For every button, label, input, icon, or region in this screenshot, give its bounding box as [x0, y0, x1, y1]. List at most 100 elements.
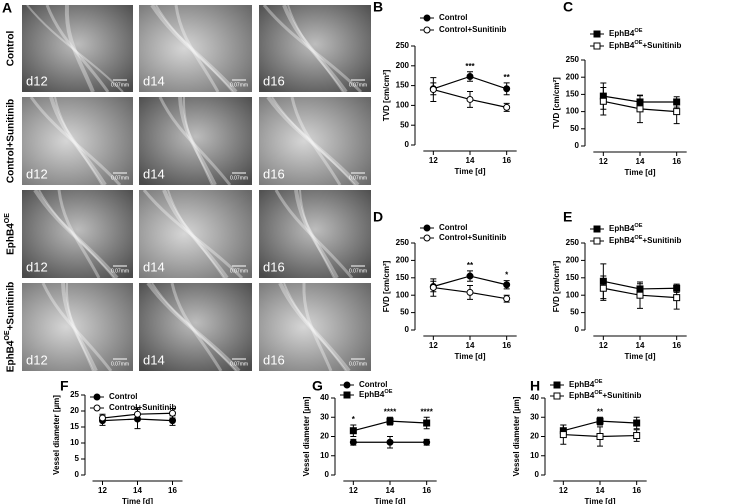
y-tick-label: 15 — [70, 422, 79, 431]
marker — [503, 281, 511, 289]
vessel — [49, 96, 107, 187]
y-tick-label: 20 — [320, 432, 329, 441]
x-tick-label: 14 — [636, 341, 645, 350]
y-tick-label: 0 — [75, 470, 80, 479]
marker — [673, 294, 681, 302]
day-label: d14 — [143, 352, 165, 367]
significance: ** — [597, 407, 604, 416]
scale-bar-label: 0.07mm — [111, 82, 129, 88]
y-tick-label: 0 — [575, 141, 580, 150]
legend-label: Control+Sunitinib — [439, 25, 506, 34]
y-axis-label: FVD [cm/cm²] — [382, 260, 391, 312]
x-tick-label: 16 — [502, 341, 511, 350]
x-axis-label: Time [d] — [585, 497, 616, 504]
y-tick-label: 200 — [566, 72, 580, 81]
legend-label: Control — [439, 13, 467, 22]
y-tick-label: 25 — [70, 390, 79, 399]
vessel — [29, 96, 122, 187]
marker — [596, 417, 604, 425]
legend-label: Control+Sunitinib — [109, 403, 176, 412]
day-label: d16 — [263, 259, 285, 274]
x-tick-label: 14 — [596, 486, 605, 495]
scale-bar-label: 0.07mm — [111, 361, 129, 367]
y-tick-label: 100 — [566, 290, 580, 299]
legend-marker — [423, 14, 431, 22]
microscopy-image — [22, 97, 133, 185]
x-tick-label: 12 — [429, 156, 438, 165]
x-tick-label: 12 — [599, 341, 608, 350]
significance: *** — [465, 62, 475, 71]
microscopy-image — [22, 5, 133, 92]
legend-label: EphB4OE — [609, 28, 643, 38]
legend-label: EphB4OE+Sunitinib — [609, 40, 681, 50]
y-tick-label: 5 — [75, 454, 80, 463]
vessel — [302, 282, 333, 372]
y-tick-label: 0 — [405, 140, 410, 149]
legend-label: Control — [359, 380, 387, 389]
y-tick-label: 150 — [566, 90, 580, 99]
x-tick-label: 16 — [672, 157, 681, 166]
vessel — [167, 189, 225, 279]
marker — [633, 419, 641, 427]
legend-marker — [93, 393, 101, 401]
significance: **** — [384, 407, 397, 416]
row-label: Control+Sunitinib — [6, 99, 17, 183]
microscopy-image — [259, 5, 371, 92]
x-axis-label: Time [d] — [455, 352, 486, 361]
vessel — [182, 96, 213, 186]
vessel — [142, 189, 244, 280]
y-tick-label: 200 — [566, 256, 580, 265]
y-tick-label: 10 — [530, 451, 539, 460]
vessel — [278, 282, 351, 373]
vessel — [150, 3, 238, 94]
vessel — [155, 4, 234, 93]
panel-letter: F — [60, 378, 69, 394]
y-tick-label: 100 — [566, 107, 580, 116]
vessel — [45, 4, 110, 93]
legend-marker — [553, 392, 561, 400]
significance: * — [505, 271, 509, 280]
y-tick-label: 200 — [396, 256, 410, 265]
legend-marker — [593, 30, 601, 38]
vessel — [290, 96, 342, 186]
x-tick-label: 16 — [502, 156, 511, 165]
y-tick-label: 0 — [405, 325, 410, 334]
y-tick-label: 20 — [70, 406, 79, 415]
marker — [596, 433, 604, 440]
day-label: d12 — [26, 73, 48, 88]
y-tick-label: 20 — [530, 432, 539, 441]
marker — [466, 288, 474, 296]
microscopy-image — [259, 283, 371, 371]
vessel — [38, 189, 115, 279]
y-tick-label: 50 — [570, 308, 579, 317]
vessel — [283, 282, 347, 372]
legend-label: EphB4OE+Sunitinib — [609, 235, 681, 245]
marker — [599, 284, 607, 292]
significance: ** — [467, 261, 474, 270]
panel-letter: H — [530, 378, 540, 394]
x-axis-label: Time [d] — [375, 497, 406, 504]
legend-label: Control+Sunitinib — [439, 233, 506, 242]
marker — [423, 438, 431, 446]
x-axis-label: Time [d] — [625, 168, 656, 177]
microscopy-image — [139, 190, 252, 278]
y-tick-label: 10 — [320, 451, 329, 460]
vessel — [64, 4, 95, 93]
marker — [349, 438, 357, 446]
vessel — [262, 4, 363, 94]
marker — [169, 409, 176, 417]
day-label: d12 — [26, 166, 48, 181]
marker — [466, 72, 474, 80]
day-label: d14 — [143, 259, 165, 274]
vessel — [294, 189, 339, 279]
y-axis-label: Vessel diameter [µm] — [302, 396, 311, 476]
vessel — [54, 96, 103, 186]
y-tick-label: 0 — [325, 470, 330, 479]
legend-label: EphB4OE+Sunitinib — [569, 390, 641, 400]
marker — [423, 419, 431, 427]
y-tick-label: 100 — [396, 101, 410, 110]
y-tick-label: 10 — [70, 438, 79, 447]
y-tick-label: 250 — [566, 55, 580, 64]
y-axis-label: Vessel diameter [µm] — [52, 395, 61, 475]
